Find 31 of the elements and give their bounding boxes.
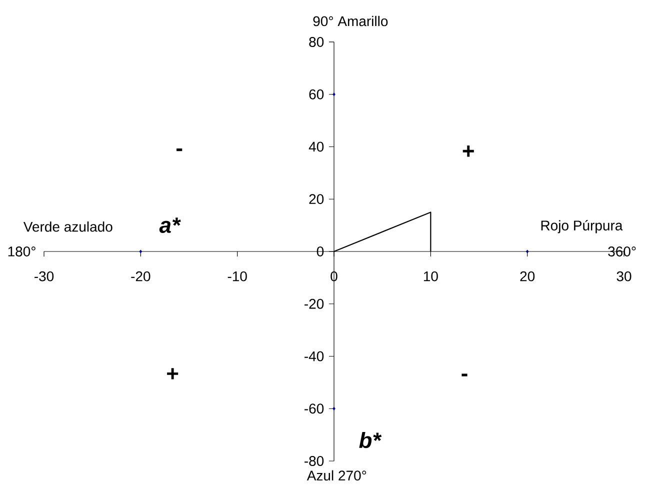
y-tick-label: -20 (304, 298, 324, 309)
annotation: a* (159, 218, 181, 233)
annotation: - (462, 374, 468, 376)
annotation: b* (359, 432, 382, 448)
y-tick-label: -40 (304, 351, 324, 362)
y-tick-label: -80 (304, 456, 324, 466)
annotation: Rojo Púrpura (541, 220, 623, 234)
x-tick-label: -30 (34, 271, 54, 282)
annotation: 360° (608, 246, 636, 256)
x-tick-label: 20 (520, 271, 535, 282)
y-tick-label: 80 (309, 37, 324, 47)
y-tick-label: 20 (309, 194, 324, 204)
text: Azul 270° (306, 470, 366, 481)
x-tick-label: 10 (424, 271, 438, 282)
y-tick-label: -60 (304, 404, 324, 414)
point (139, 250, 142, 254)
annotation: Verde azulado (23, 221, 112, 232)
annotation: - (176, 148, 182, 152)
point (332, 92, 336, 96)
y-tick-label: 40 (308, 142, 324, 152)
x-tick-label: -10 (228, 271, 247, 282)
annotation: + (167, 368, 178, 380)
text: 180° (8, 246, 36, 256)
point (332, 406, 336, 410)
y-tick-label: 0 (316, 246, 324, 256)
text: 90° Amarillo (313, 16, 388, 26)
y-tick-label: 60 (309, 89, 324, 100)
x-tick-label: -20 (131, 271, 150, 282)
annotation: + (462, 146, 474, 157)
point (526, 250, 529, 254)
x-tick-label: 30 (616, 271, 632, 282)
